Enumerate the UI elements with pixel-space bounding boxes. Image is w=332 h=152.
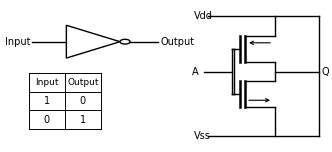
Text: Input: Input: [5, 37, 30, 47]
Text: Vdd: Vdd: [194, 11, 213, 21]
Text: Output: Output: [161, 37, 195, 47]
Text: 0: 0: [80, 96, 86, 106]
Text: Vss: Vss: [194, 131, 211, 141]
Text: A: A: [192, 67, 199, 76]
Text: Output: Output: [67, 78, 99, 87]
Text: Input: Input: [35, 78, 58, 87]
Text: 0: 0: [43, 115, 50, 125]
Text: Q: Q: [322, 67, 329, 76]
Text: 1: 1: [80, 115, 86, 125]
Text: 1: 1: [43, 96, 50, 106]
